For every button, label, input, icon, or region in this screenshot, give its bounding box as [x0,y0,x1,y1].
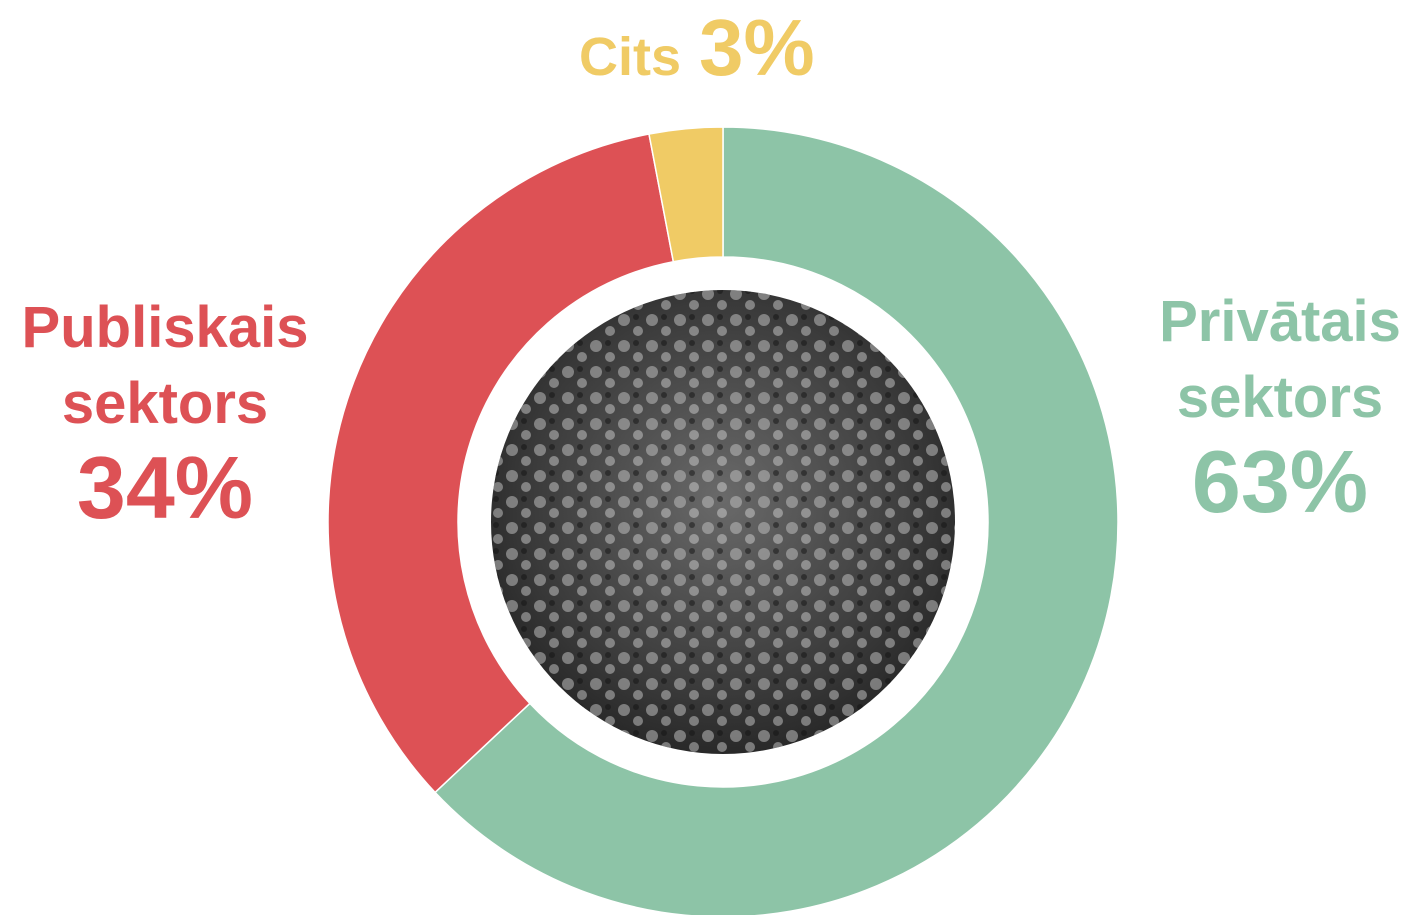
value-label: 34% [20,442,310,534]
category-label: Cits [579,19,681,95]
value-label: 63% [1135,436,1417,528]
value-label: 3% [699,2,815,94]
page: {"chart_data": {"type": "pie", "donut": … [0,0,1417,915]
crowd-photo-texture [491,290,955,754]
category-label: Privātais sektors [1135,284,1417,436]
category-label: Publiskais sektors [20,290,310,442]
